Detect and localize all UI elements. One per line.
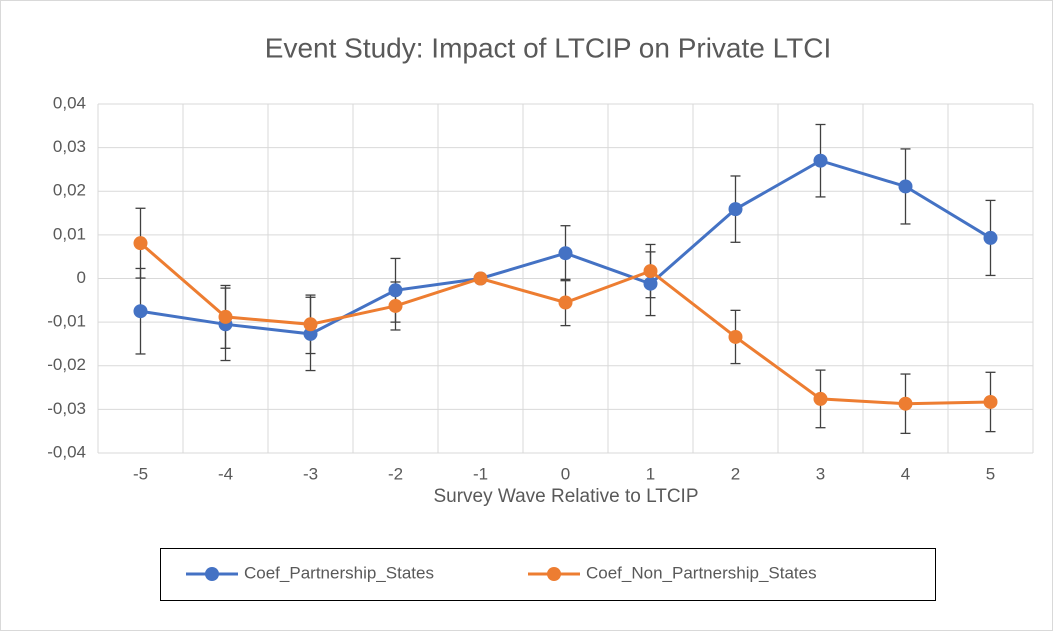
data-point — [133, 236, 148, 251]
y-tick-label: 0,03 — [53, 137, 86, 156]
x-tick-label: 5 — [986, 464, 995, 483]
data-point — [813, 391, 828, 406]
data-point — [643, 264, 658, 279]
data-point — [728, 329, 743, 344]
data-point — [558, 246, 573, 261]
x-tick-label: -3 — [303, 464, 318, 483]
data-point — [728, 202, 743, 217]
legend-label: Coef_Partnership_States — [244, 563, 434, 582]
data-point — [813, 153, 828, 168]
y-tick-label: -0,03 — [47, 399, 86, 418]
y-tick-label: 0,04 — [53, 93, 86, 112]
y-tick-label: -0,01 — [47, 312, 86, 331]
data-point — [388, 298, 403, 313]
y-tick-label: -0,04 — [47, 442, 86, 461]
data-point — [303, 326, 318, 341]
x-tick-label: 4 — [901, 464, 910, 483]
data-point — [388, 283, 403, 298]
data-point — [643, 276, 658, 291]
data-point — [218, 309, 233, 324]
legend-marker — [205, 567, 219, 581]
y-tick-label: 0,02 — [53, 181, 86, 200]
legend-box — [160, 548, 936, 601]
data-point — [303, 317, 318, 332]
legend-label: Coef_Non_Partnership_States — [586, 563, 817, 582]
x-tick-label: -4 — [218, 464, 233, 483]
data-point — [898, 396, 913, 411]
legend-marker — [547, 567, 561, 581]
x-tick-label: 2 — [731, 464, 740, 483]
data-point — [558, 295, 573, 310]
y-tick-label: 0,01 — [53, 224, 86, 243]
data-point — [898, 179, 913, 194]
y-tick-label: -0,02 — [47, 355, 86, 374]
y-tick-label: 0 — [77, 268, 86, 287]
data-point — [983, 230, 998, 245]
x-tick-label: -1 — [473, 464, 488, 483]
x-tick-label: 0 — [561, 464, 570, 483]
data-point — [473, 271, 488, 286]
x-tick-label: -2 — [388, 464, 403, 483]
data-point — [983, 394, 998, 409]
x-tick-label: 3 — [816, 464, 825, 483]
data-point — [133, 304, 148, 319]
x-axis-title: Survey Wave Relative to LTCIP — [433, 486, 698, 507]
x-tick-label: 1 — [646, 464, 655, 483]
chart-title: Event Study: Impact of LTCIP on Private … — [265, 32, 831, 63]
x-tick-label: -5 — [133, 464, 148, 483]
